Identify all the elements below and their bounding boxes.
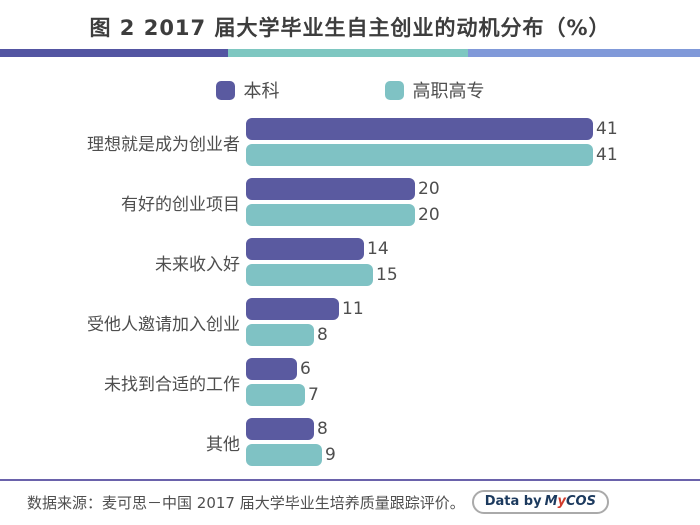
bar-vocational bbox=[246, 144, 593, 166]
bar-undergraduate bbox=[246, 238, 364, 260]
badge-brand-y: y bbox=[557, 494, 566, 509]
divider-segment-purple bbox=[0, 49, 228, 57]
badge-brand-m: M bbox=[544, 494, 558, 509]
footer-divider bbox=[0, 479, 700, 481]
bar-pair: 41 41 bbox=[246, 118, 700, 166]
chart-row: 有好的创业项目 20 20 bbox=[0, 178, 700, 226]
bar-line-undergraduate: 20 bbox=[246, 178, 700, 200]
mycos-badge: Data by M y COS bbox=[471, 490, 609, 514]
value-label: 8 bbox=[317, 325, 328, 345]
bar-line-undergraduate: 8 bbox=[246, 418, 700, 440]
bar-line-vocational: 7 bbox=[246, 384, 700, 406]
value-label: 7 bbox=[308, 385, 319, 405]
chart-row: 未来收入好 14 15 bbox=[0, 238, 700, 286]
legend-label-undergraduate: 本科 bbox=[243, 81, 280, 102]
chart-row: 受他人邀请加入创业 11 8 bbox=[0, 298, 700, 346]
category-label: 其他 bbox=[206, 434, 240, 455]
legend-swatch-vocational bbox=[384, 80, 404, 100]
value-label: 6 bbox=[300, 359, 311, 379]
bar-line-undergraduate: 14 bbox=[246, 238, 700, 260]
legend-item-undergraduate: 本科 bbox=[215, 77, 280, 103]
footer: 数据来源：麦可思－中国 2017 届大学毕业生培养质量跟踪评价。 Data by… bbox=[0, 490, 700, 514]
value-label: 41 bbox=[596, 145, 618, 165]
legend-item-vocational: 高职高专 bbox=[384, 77, 485, 103]
divider-segment-teal bbox=[228, 49, 468, 57]
bar-line-vocational: 9 bbox=[246, 444, 700, 466]
bar-undergraduate bbox=[246, 178, 415, 200]
bar-chart: 理想就是成为创业者 41 41 有好的创业项目 20 20 未来收入好 14 15 受他人邀请加入… bbox=[0, 118, 700, 478]
category-label: 未找到合适的工作 bbox=[104, 374, 240, 395]
bar-vocational bbox=[246, 444, 322, 466]
category-label: 未来收入好 bbox=[155, 254, 240, 275]
value-label: 15 bbox=[376, 265, 398, 285]
category-label: 有好的创业项目 bbox=[121, 194, 240, 215]
badge-brand-cos: COS bbox=[566, 494, 596, 509]
badge-prefix-text: Data by bbox=[484, 494, 542, 509]
value-label: 8 bbox=[317, 419, 328, 439]
bar-line-undergraduate: 41 bbox=[246, 118, 700, 140]
figure-title: 图 2 2017 届大学毕业生自主创业的动机分布（%） bbox=[89, 16, 611, 40]
bar-line-undergraduate: 6 bbox=[246, 358, 700, 380]
bar-line-vocational: 41 bbox=[246, 144, 700, 166]
chart-row: 未找到合适的工作 6 7 bbox=[0, 358, 700, 406]
chart-row: 其他 8 9 bbox=[0, 418, 700, 466]
value-label: 9 bbox=[325, 445, 336, 465]
bar-vocational bbox=[246, 384, 305, 406]
legend-label-vocational: 高职高专 bbox=[412, 81, 485, 102]
data-source-text: 数据来源：麦可思－中国 2017 届大学毕业生培养质量跟踪评价。 bbox=[27, 493, 465, 512]
bar-vocational bbox=[246, 324, 314, 346]
bar-line-vocational: 15 bbox=[246, 264, 700, 286]
bar-vocational bbox=[246, 204, 415, 226]
bar-undergraduate bbox=[246, 118, 593, 140]
category-label: 理想就是成为创业者 bbox=[87, 134, 240, 155]
category-label: 受他人邀请加入创业 bbox=[87, 314, 240, 335]
divider-segment-blue bbox=[468, 49, 700, 57]
legend-swatch-undergraduate bbox=[215, 80, 235, 100]
bar-vocational bbox=[246, 264, 373, 286]
bar-pair: 11 8 bbox=[246, 298, 700, 346]
title-divider bbox=[0, 49, 700, 57]
bar-undergraduate bbox=[246, 298, 339, 320]
bar-line-vocational: 8 bbox=[246, 324, 700, 346]
value-label: 41 bbox=[596, 119, 618, 139]
bar-undergraduate bbox=[246, 358, 297, 380]
bar-pair: 14 15 bbox=[246, 238, 700, 286]
value-label: 14 bbox=[367, 239, 389, 259]
value-label: 20 bbox=[418, 205, 440, 225]
bar-undergraduate bbox=[246, 418, 314, 440]
bar-line-vocational: 20 bbox=[246, 204, 700, 226]
chart-legend: 本科 高职高专 bbox=[0, 77, 700, 103]
bar-pair: 20 20 bbox=[246, 178, 700, 226]
chart-row: 理想就是成为创业者 41 41 bbox=[0, 118, 700, 166]
value-label: 20 bbox=[418, 179, 440, 199]
value-label: 11 bbox=[342, 299, 364, 319]
bar-line-undergraduate: 11 bbox=[246, 298, 700, 320]
